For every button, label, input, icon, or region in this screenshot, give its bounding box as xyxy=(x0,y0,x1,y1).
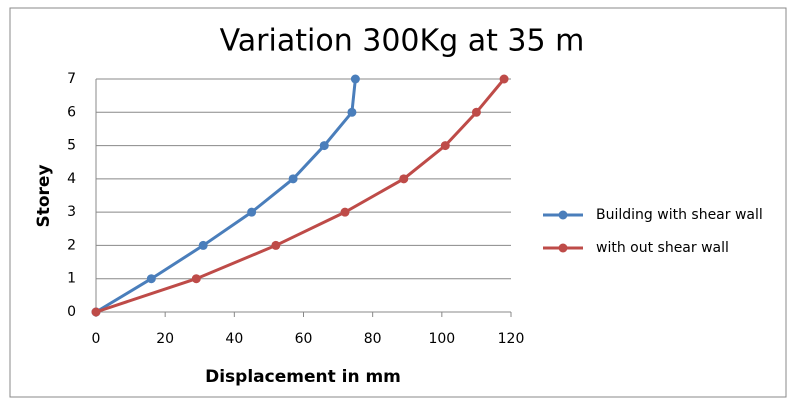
y-tick-label: 0 xyxy=(67,304,76,320)
legend-label: Building with shear wall xyxy=(596,207,763,223)
series-line xyxy=(95,78,506,314)
x-tick-label: 80 xyxy=(364,331,382,347)
y-tick-label: 1 xyxy=(67,271,76,287)
y-tick-label: 7 xyxy=(67,71,76,87)
x-tick-label: 100 xyxy=(428,331,455,347)
legend-marker xyxy=(558,243,568,253)
data-point xyxy=(347,107,357,117)
data-point xyxy=(247,207,257,217)
data-point xyxy=(91,307,101,317)
data-point xyxy=(319,141,329,151)
data-point xyxy=(471,107,481,117)
data-point xyxy=(350,74,360,84)
data-point xyxy=(440,141,450,151)
legend-marker xyxy=(558,210,568,220)
series-line xyxy=(95,78,357,314)
data-point xyxy=(271,240,281,250)
data-point xyxy=(146,274,156,284)
y-tick-label: 6 xyxy=(67,104,76,120)
data-point xyxy=(340,207,350,217)
y-tick-label: 4 xyxy=(67,171,76,187)
data-point xyxy=(399,174,409,184)
chart-border xyxy=(9,7,787,398)
data-point xyxy=(499,74,509,84)
x-tick-label: 60 xyxy=(295,331,313,347)
x-axis-title: Displacement in mm xyxy=(205,367,401,387)
y-tick-label: 2 xyxy=(67,237,76,253)
y-axis-title: Storey xyxy=(34,164,54,227)
data-point xyxy=(198,240,208,250)
data-point xyxy=(288,174,298,184)
chart-title: Variation 300Kg at 35 m xyxy=(220,24,585,59)
data-point xyxy=(191,274,201,284)
y-tick-label: 5 xyxy=(67,138,76,154)
x-tick-label: 20 xyxy=(156,331,174,347)
y-tick-label: 3 xyxy=(67,204,76,220)
x-tick-label: 40 xyxy=(225,331,243,347)
x-tick-label: 120 xyxy=(498,331,525,347)
legend-label: with out shear wall xyxy=(596,240,729,256)
x-tick-label: 0 xyxy=(92,331,101,347)
